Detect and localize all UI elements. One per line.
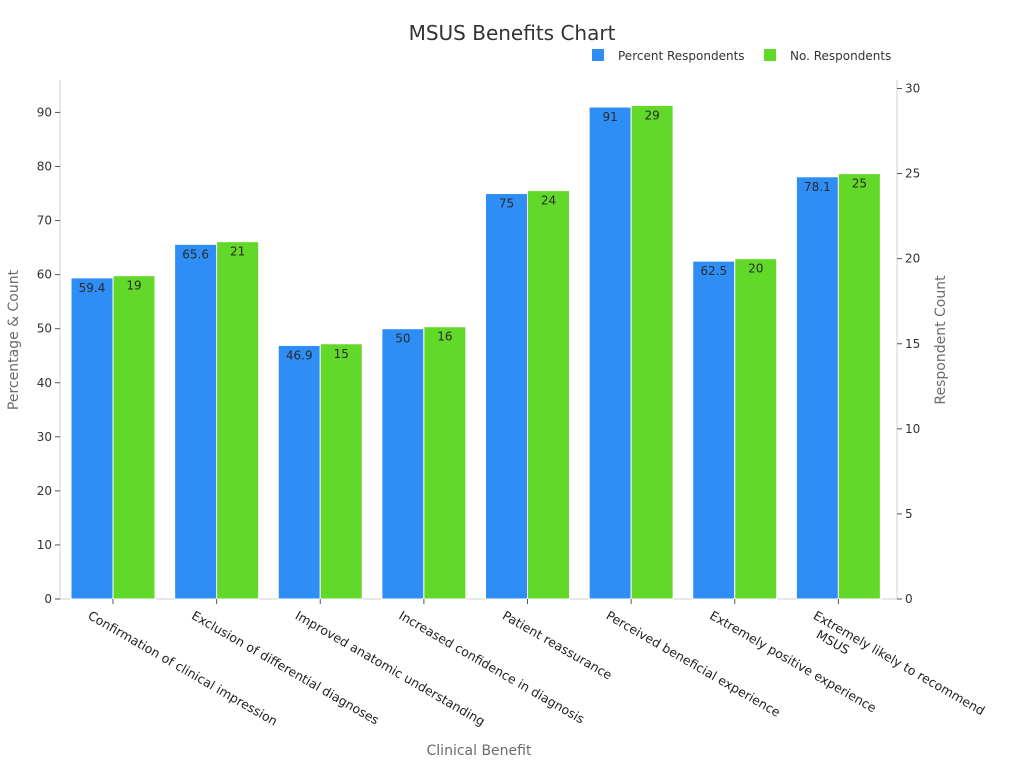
bar-percent [588,106,632,600]
bar-count [630,105,674,600]
bar-count [837,173,881,600]
bar-percent [795,176,839,600]
y-tick-label: 60 [37,268,52,282]
y-tick-label: 20 [37,484,52,498]
bar-percent [485,193,528,600]
legend-swatch [764,49,776,61]
plot-area: 0 10 20 30 40 50 60 70 80 90 0 5 10 15 20 25 30 59.4 19 Con… [37,80,987,732]
chart-title: MSUS Benefits Chart [409,21,616,45]
bar-value-label: 59.4 [79,281,106,295]
y2-axis-title: Respondent Count [933,275,949,405]
bar-value-label: 46.9 [286,348,313,362]
bar-value-label: 24 [541,194,556,208]
y-tick-label: 0 [44,592,52,606]
x-axis-title: Clinical Benefit [427,743,532,759]
x-tick-label-line: Confirmation of clinical impression [86,608,281,729]
bar-count [423,326,467,600]
legend-swatch [592,49,604,61]
chart-legend: Percent Respondents No. Respondents [592,49,891,63]
bar-percent [381,328,425,600]
bar-count [216,241,260,600]
y2-tick-label: 0 [905,592,913,606]
x-tick-label: Improved anatomic understanding [293,608,488,729]
bar-percent [174,243,218,600]
x-tick-label: Confirmation of clinical impression [86,608,281,729]
bar-value-label: 25 [852,177,867,191]
bar-percent [277,344,321,600]
bar-count [734,258,778,600]
x-tick-label: Increased confidence in diagnosis [396,608,587,727]
bar-value-label: 15 [334,347,349,361]
legend-label: Percent Respondents [618,49,745,63]
x-tick-label-line: Improved anatomic understanding [293,608,488,729]
y2-tick-label: 20 [905,252,920,266]
y-tick-label: 80 [37,160,52,174]
bar-value-label: 65.6 [182,247,209,261]
legend-label: No. Respondents [790,49,891,63]
bar-value-label: 75 [499,197,514,211]
y2-tick-label: 30 [905,82,920,96]
y-tick-label: 10 [37,538,52,552]
y2-tick-label: 15 [905,337,920,351]
bar-value-label: 19 [126,279,141,293]
x-tick-label-line: Perceived beneficial experience [604,608,784,720]
bar-count [319,343,363,600]
x-tick-label-line: Increased confidence in diagnosis [396,608,587,727]
y-axis-title: Percentage & Count [6,269,22,410]
bar-value-label: 29 [644,109,659,123]
bar-percent [70,277,114,600]
bar-value-label: 78.1 [804,180,831,194]
bar-value-label: 21 [230,245,245,259]
y-tick-label: 50 [37,322,52,336]
y-tick-label: 30 [37,430,52,444]
y-tick-label: 40 [37,376,52,390]
x-tick-label: Patient reassurance [500,608,615,683]
y2-tick-label: 5 [905,507,913,521]
x-tick-label-line: Exclusion of differential diagnoses [189,608,382,728]
x-tick-label-line: Extremely positive experience [707,608,879,716]
x-tick-label-line: Patient reassurance [500,608,615,683]
bar-percent [692,260,736,600]
y2-tick-label: 10 [905,422,920,436]
x-tick-label: Perceived beneficial experience [604,608,784,720]
bar-value-label: 20 [748,262,763,276]
x-tick-label: Extremely likely to recommendMSUS [803,608,987,732]
x-tick-label: Extremely positive experience [707,608,879,716]
bar-value-label: 62.5 [700,264,727,278]
y-tick-label: 70 [37,214,52,228]
bar-count [112,275,156,600]
x-tick-label: Exclusion of differential diagnoses [189,608,382,728]
bar-value-label: 91 [602,110,617,124]
x-tick-label-line: Extremely likely to recommend [811,608,988,719]
y-tick-label: 90 [37,105,52,119]
bar-value-label: 50 [395,332,410,346]
bar-value-label: 16 [437,330,452,344]
bar-count [527,190,570,600]
y2-tick-label: 25 [905,167,920,181]
